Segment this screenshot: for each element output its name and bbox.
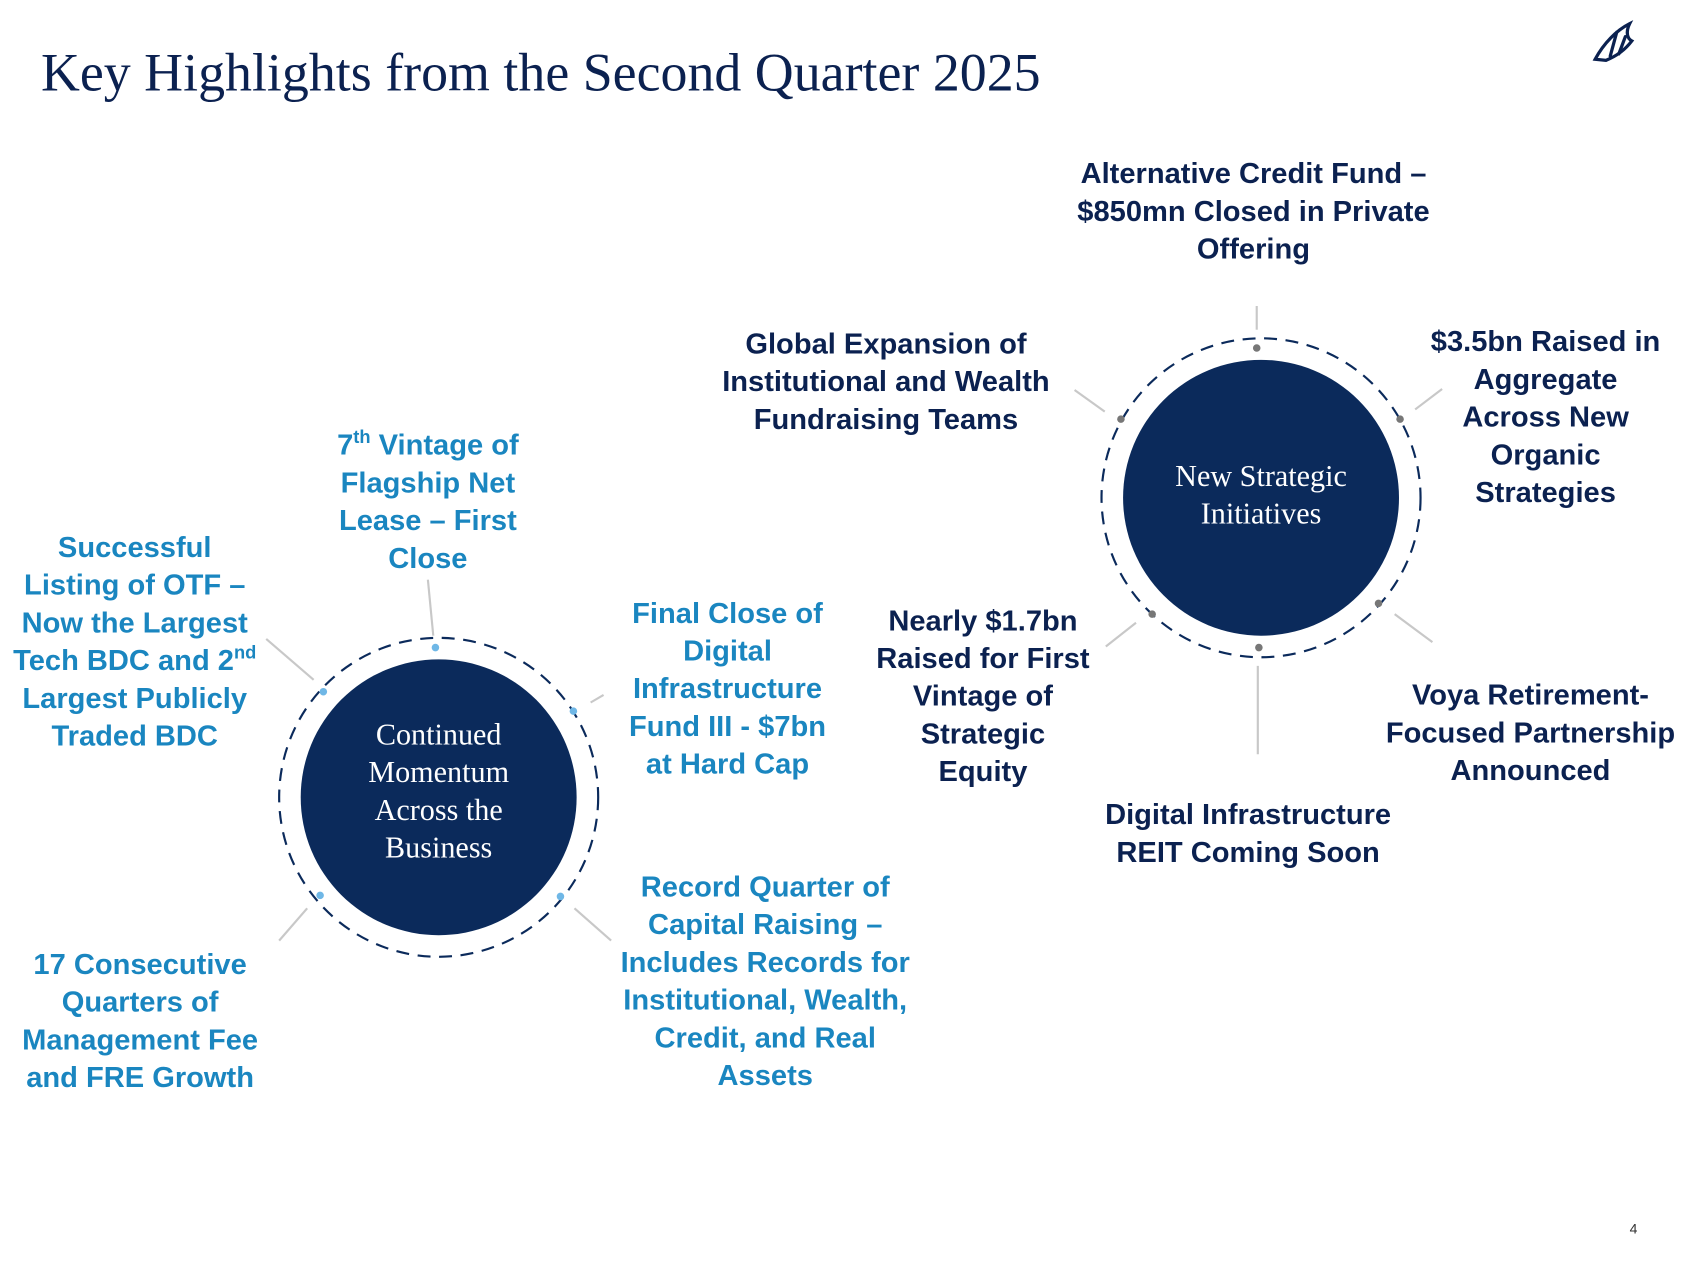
highlight-line: Fundraising Teams <box>754 404 1018 436</box>
highlight-line: Offering <box>1197 234 1310 266</box>
highlight-line: Includes Records for <box>621 947 910 979</box>
highlight-text: Final Close of Digital Infrastructure Fund … <box>629 598 826 781</box>
hub-label: Momentum <box>368 755 509 789</box>
hub-label: Initiatives <box>1201 497 1322 531</box>
text-run: Vintage of <box>371 430 519 462</box>
connector-line <box>1414 388 1443 411</box>
highlight-line: Announced <box>1451 755 1611 787</box>
highlight-line: Digital Infrastructure <box>1105 799 1391 831</box>
highlight-text: Digital Infrastructure REIT Coming Soon <box>1105 799 1391 869</box>
connector-dot <box>1396 415 1404 423</box>
hub-label: Across the <box>375 793 503 827</box>
highlight-line: Final Close of <box>632 598 823 630</box>
highlight-line: REIT Coming Soon <box>1116 837 1379 869</box>
title: Key Highlights from the Second Quarter 2… <box>41 43 1041 103</box>
text-run: Tech BDC and 2 <box>13 645 234 677</box>
highlight-line: Across New <box>1462 402 1629 434</box>
connector-line <box>278 907 308 942</box>
highlight-line: $850mn Closed in Private <box>1077 196 1429 228</box>
highlight-line: Assets <box>718 1060 813 1092</box>
superscript: th <box>353 426 370 447</box>
hub-dashed-ring <box>278 636 600 958</box>
highlight-line: Fund III - $7bn <box>629 711 826 743</box>
highlight-text: Nearly $1.7bn Raised for First Vintage of S… <box>876 605 1090 788</box>
highlight-line: Quarters of <box>62 987 219 1019</box>
connector-dot <box>1252 344 1261 352</box>
highlight-line: at Hard Cap <box>646 749 809 781</box>
connector-dot <box>1117 415 1125 423</box>
connector-dot <box>316 891 324 900</box>
connector-line <box>1105 621 1137 648</box>
logo <box>1592 20 1635 62</box>
page-number: 4 <box>1630 1221 1638 1237</box>
connector-dot <box>569 707 578 715</box>
highlight-text: Alternative Credit Fund – $850mn Closed i… <box>1077 158 1429 265</box>
hub-dashed-ring <box>1100 337 1422 659</box>
connector-dot <box>1148 610 1156 618</box>
highlight-line: Global Expansion of <box>745 328 1026 360</box>
connector-dot <box>319 687 328 696</box>
highlight-line: Voya Retirement- <box>1412 680 1649 712</box>
connector-line <box>265 638 315 681</box>
highlight-line: 17 Consecutive <box>33 949 246 981</box>
highlight-line: Traded BDC <box>52 721 218 753</box>
connector-dot <box>556 892 565 901</box>
hub-label: New Strategic <box>1175 459 1347 493</box>
hub-circle <box>1123 359 1399 636</box>
highlight-text: Record Quarter of Capital Raising – Includ… <box>621 871 910 1092</box>
connector-line <box>590 694 605 704</box>
highlight-line: Organic <box>1491 439 1601 471</box>
text-run: 7 <box>337 430 353 462</box>
highlight-line: Alternative Credit Fund – <box>1081 158 1427 190</box>
hub-circle <box>300 659 577 936</box>
connector-line <box>1073 389 1106 413</box>
connector-dot <box>1255 643 1263 652</box>
highlight-line: Digital <box>683 635 772 667</box>
highlight-line: Institutional, Wealth, <box>623 985 907 1017</box>
highlight-text: 17 Consecutive Quarters of Management Fee a… <box>22 949 258 1094</box>
highlight-line: Lease – First <box>339 505 517 537</box>
hub-group: New Strategic Initiatives Alternative Cred… <box>722 158 1675 869</box>
highlight-line: Equity <box>939 756 1029 788</box>
highlight-line: Vintage of <box>913 681 1053 713</box>
hub-label: Business <box>385 831 492 865</box>
highlight-line: Close <box>388 543 467 575</box>
highlight-line: Infrastructure <box>633 673 822 705</box>
highlight-line: Management Fee <box>22 1024 258 1056</box>
highlight-line: Raised for First <box>876 643 1090 675</box>
highlight-line: Largest Publicly <box>22 683 247 715</box>
connector-dot <box>431 643 440 652</box>
highlight-line: Capital Raising – <box>648 909 882 941</box>
highlight-line: and FRE Growth <box>26 1062 254 1094</box>
highlight-line: 7th Vintage of <box>337 426 519 462</box>
highlight-line: Successful <box>58 532 212 564</box>
highlight-line: Nearly $1.7bn <box>888 605 1077 637</box>
highlight-line: Tech BDC and 2nd <box>13 641 256 677</box>
highlight-line: Focused Partnership <box>1386 717 1675 749</box>
highlight-line: $3.5bn Raised in <box>1431 326 1661 358</box>
highlight-text: Successful Listing of OTF – Now the Larges… <box>13 532 256 753</box>
connector-line <box>573 907 612 942</box>
highlight-line: Record Quarter of <box>641 871 890 903</box>
highlight-text: 7th Vintage of Flagship Net Lease – First C… <box>337 426 519 575</box>
highlight-text: Global Expansion of Institutional and Wea… <box>722 328 1049 435</box>
highlight-text: Voya Retirement- Focused Partnership Annou… <box>1386 680 1675 787</box>
highlight-line: Institutional and Wealth <box>722 366 1049 398</box>
highlight-text: $3.5bn Raised in Aggregate Across New Organ… <box>1431 326 1661 509</box>
connector-line <box>1394 613 1434 644</box>
highlight-line: Aggregate <box>1474 364 1618 396</box>
highlight-line: Flagship Net <box>341 467 516 499</box>
hub-label: Continued <box>376 718 502 752</box>
highlight-line: Listing of OTF – <box>24 570 245 602</box>
highlight-line: Strategies <box>1475 477 1616 509</box>
connector-line <box>426 579 435 636</box>
highlight-line: Credit, and Real <box>655 1022 876 1054</box>
highlight-line: Strategic <box>921 718 1045 750</box>
highlight-line: Now the Largest <box>22 607 249 639</box>
connector-dot <box>1374 599 1383 608</box>
superscript: nd <box>234 641 256 662</box>
